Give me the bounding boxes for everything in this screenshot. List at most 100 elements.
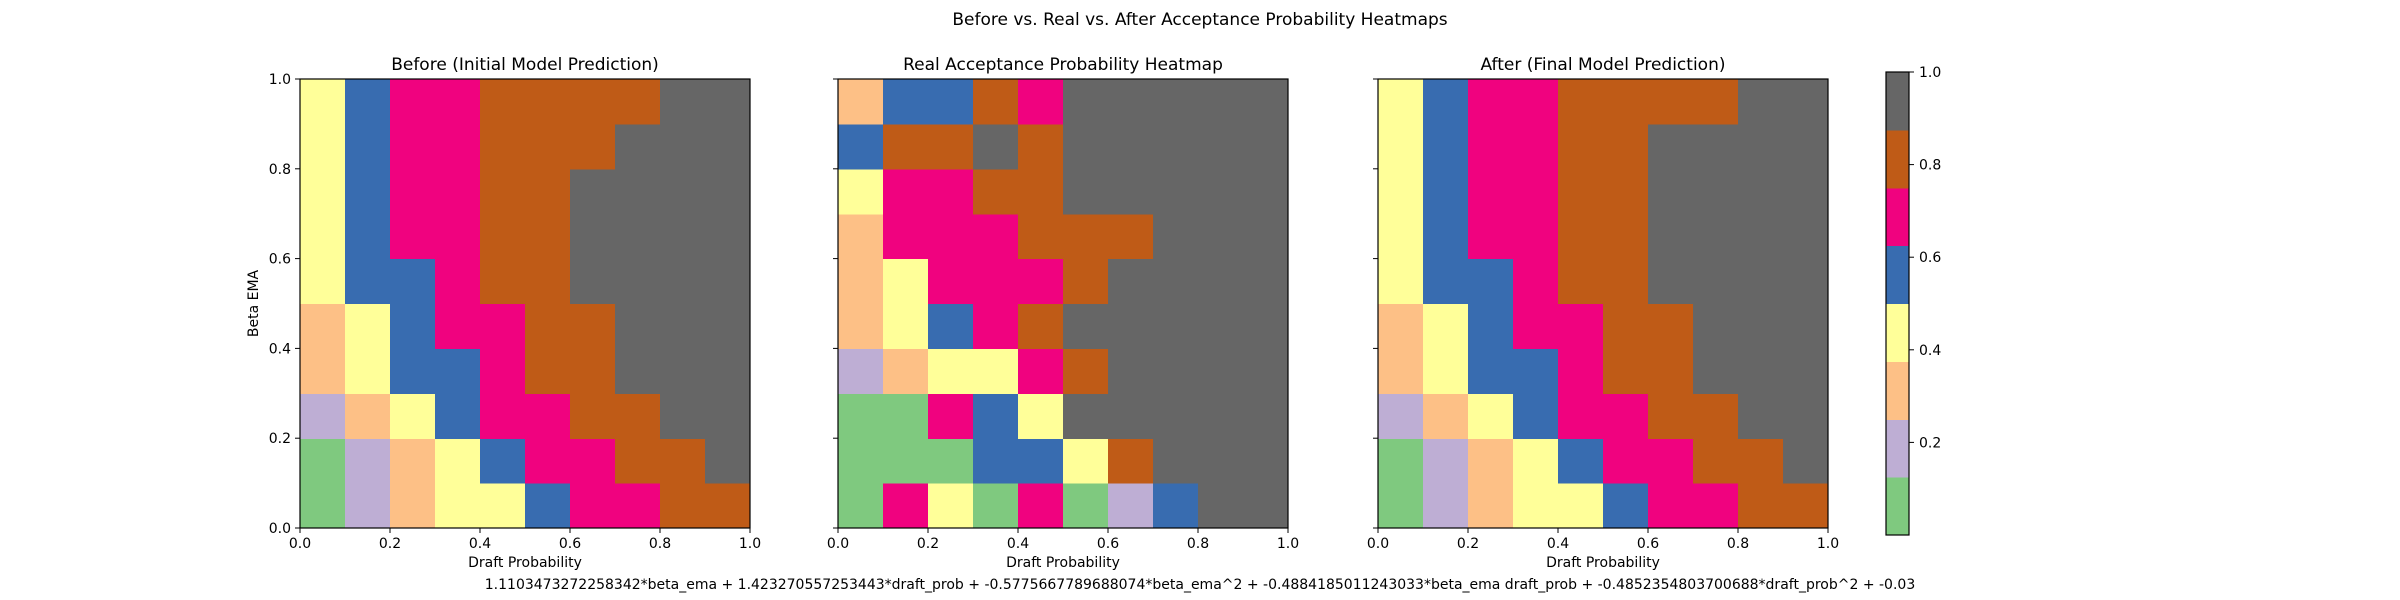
heatmap-cell (300, 258, 346, 305)
heatmap-cell (660, 213, 706, 260)
heatmap-cell (1108, 79, 1154, 125)
heatmap-cell (1378, 393, 1424, 439)
heatmap-cell (705, 123, 751, 170)
heatmap-cell (1153, 123, 1199, 170)
heatmap-cell (1603, 438, 1649, 484)
x-axis-label: Draft Probability (1546, 555, 1660, 571)
heatmap-cell (345, 79, 391, 125)
heatmap-cell (705, 348, 751, 394)
heatmap-cell (883, 303, 929, 349)
heatmap-cell (615, 438, 661, 484)
heatmap-cell (1738, 393, 1784, 439)
heatmap-cell (1693, 438, 1739, 484)
heatmap-cell (1783, 213, 1829, 260)
heatmap-cell (1693, 348, 1739, 394)
x-tick-label: 0.2 (917, 536, 939, 552)
heatmap-cell (525, 258, 571, 305)
heatmap-cell (1603, 483, 1649, 529)
heatmap-cell (435, 348, 481, 394)
heatmap-cell (928, 438, 974, 484)
heatmap-cell (928, 258, 974, 305)
heatmap-cell (345, 348, 391, 394)
heatmap-cell (300, 393, 346, 439)
heatmap-cell (883, 79, 929, 125)
heatmap-cell (1018, 348, 1064, 394)
heatmap-cell (345, 213, 391, 260)
plot-title: Real Acceptance Probability Heatmap (903, 55, 1223, 75)
x-tick-label: 0.6 (559, 536, 581, 552)
colorbar-segment (1886, 419, 1909, 478)
heatmap-cell (1423, 348, 1469, 394)
y-tick-label: 0.4 (269, 341, 291, 357)
heatmap-cell (1603, 258, 1649, 305)
heatmap-cell (525, 213, 571, 260)
heatmap-cell (1108, 168, 1154, 215)
x-tick-label: 0.6 (1097, 536, 1119, 552)
heatmap-cell (525, 348, 571, 394)
heatmap-cell (1558, 123, 1604, 170)
heatmap-cell (1603, 79, 1649, 125)
heatmap-cell (1063, 438, 1109, 484)
heatmap-cell (345, 438, 391, 484)
heatmap-cell (1108, 123, 1154, 170)
heatmap-cell (480, 168, 526, 215)
heatmap-cell (1558, 303, 1604, 349)
y-tick-label: 0.6 (269, 252, 291, 268)
heatmap-cell (883, 168, 929, 215)
heatmap-cell (1018, 123, 1064, 170)
heatmap-cell (1513, 348, 1559, 394)
heatmap-cell (1198, 168, 1244, 215)
heatmap-cell (435, 123, 481, 170)
heatmap-cell (1513, 483, 1559, 529)
heatmap-cell (1783, 303, 1829, 349)
colorbar-tick-label: 0.4 (1919, 343, 1941, 359)
heatmap-cell (1018, 258, 1064, 305)
heatmap-cell (660, 438, 706, 484)
heatmap-cell (525, 483, 571, 529)
heatmap-cell (1648, 123, 1694, 170)
heatmap-cell (1603, 393, 1649, 439)
x-tick-label: 0.8 (649, 536, 671, 552)
heatmap-cell (928, 213, 974, 260)
heatmap-cell (1513, 168, 1559, 215)
heatmap-cell (1423, 79, 1469, 125)
heatmap-cell (1783, 438, 1829, 484)
heatmap-cell (1018, 213, 1064, 260)
heatmap-cell (1468, 483, 1514, 529)
x-tick-label: 0.4 (469, 536, 491, 552)
heatmap-cell (300, 123, 346, 170)
heatmap-cell (1693, 483, 1739, 529)
colorbar-segment (1886, 129, 1909, 189)
heatmap-cell (1198, 123, 1244, 170)
heatmap-cell (525, 79, 571, 125)
heatmap-cell (1783, 79, 1829, 125)
heatmap-cell (838, 213, 884, 260)
plot-title: Before (Initial Model Prediction) (391, 55, 659, 75)
colorbar-segment (1886, 303, 1909, 362)
heatmap-cell (1063, 123, 1109, 170)
heatmap-cell (1738, 213, 1784, 260)
heatmap-cell (1108, 213, 1154, 260)
heatmap-cell (838, 438, 884, 484)
heatmap-cell (1468, 79, 1514, 125)
heatmap-cell (883, 213, 929, 260)
heatmap-cell (435, 438, 481, 484)
figure-footer-formula: 1.1103473272258342*beta_ema + 1.42327055… (485, 577, 1915, 593)
heatmap-cell (1738, 348, 1784, 394)
heatmap-cell (1558, 483, 1604, 529)
heatmap-cell (1558, 79, 1604, 125)
heatmap-cell (1693, 79, 1739, 125)
heatmap-cell (928, 348, 974, 394)
heatmap-cell (1783, 393, 1829, 439)
heatmap-cell (1018, 483, 1064, 529)
heatmap-cell (1738, 303, 1784, 349)
heatmap-cell (705, 168, 751, 215)
heatmap-cell (1513, 258, 1559, 305)
heatmap-cell (838, 303, 884, 349)
heatmap-cell (973, 258, 1019, 305)
heatmap-cell (928, 123, 974, 170)
x-tick-label: 0.8 (1727, 536, 1749, 552)
heatmap-cell (1558, 393, 1604, 439)
heatmap-cell (390, 348, 436, 394)
heatmap-cell (525, 123, 571, 170)
